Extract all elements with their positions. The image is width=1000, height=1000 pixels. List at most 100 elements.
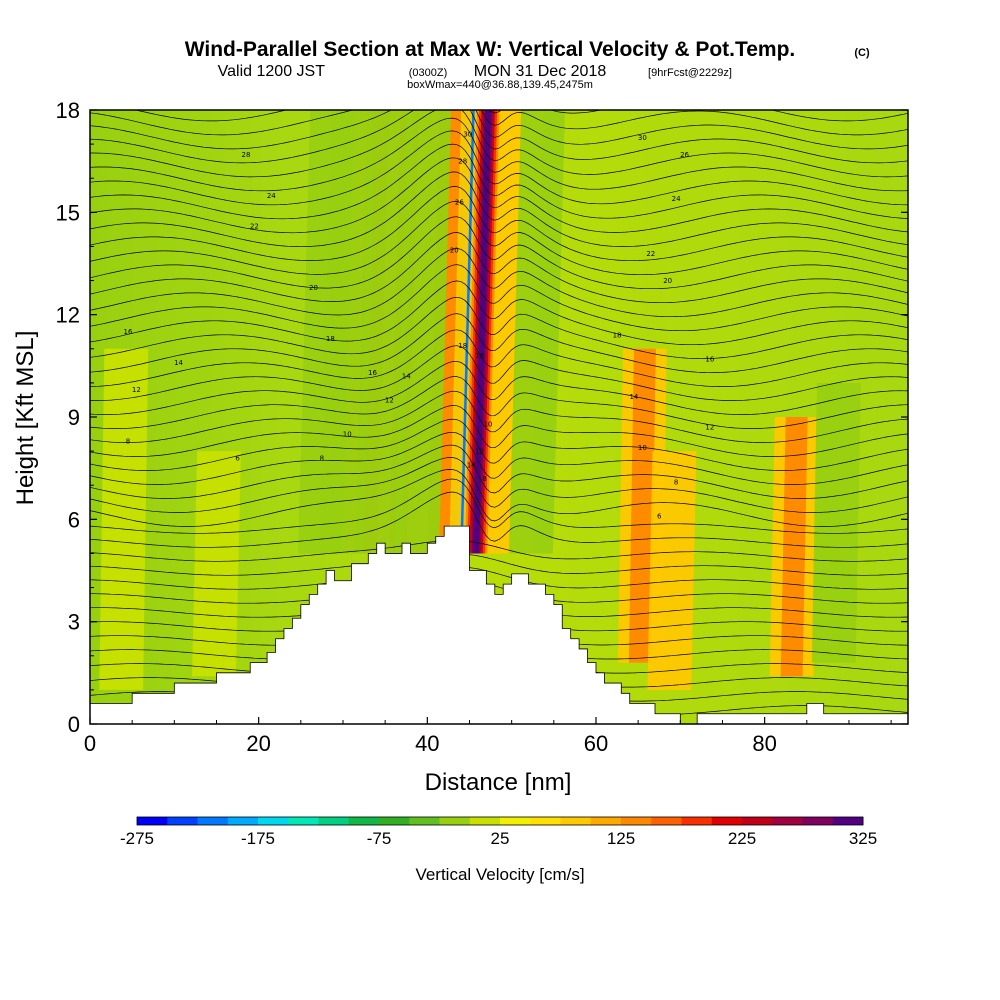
colorbar-swatch xyxy=(167,817,198,825)
theta-contour-label: 16 xyxy=(475,352,484,360)
title-units-tag: (C) xyxy=(854,47,870,59)
theta-contour-line xyxy=(90,469,908,527)
colorbar-tick-label: -175 xyxy=(241,829,275,848)
colorbar-tick-label: 225 xyxy=(728,829,756,848)
svg-text:12: 12 xyxy=(132,386,141,394)
theta-contour-line xyxy=(90,345,908,401)
theta-contour-label: 10 xyxy=(343,431,352,439)
theta-contour-label: 26 xyxy=(455,199,464,207)
svg-text:8: 8 xyxy=(674,478,678,486)
svg-text:10: 10 xyxy=(638,444,647,452)
svg-text:14: 14 xyxy=(467,461,476,469)
colorbar: -275 -175 -75 25 125 225 325 xyxy=(120,816,877,848)
y-tick-label: 0 xyxy=(68,712,80,737)
theta-contour-label: 30 xyxy=(463,130,472,138)
colorbar-swatch xyxy=(802,817,834,825)
velocity-contour-fill xyxy=(99,348,149,690)
theta-contour-label: 30 xyxy=(638,134,647,142)
svg-text:24: 24 xyxy=(672,195,681,203)
colorbar-label: Vertical Velocity [cm/s] xyxy=(415,865,584,884)
colorbar-frame xyxy=(136,816,864,826)
velocity-band xyxy=(192,451,241,677)
theta-contour-label: 14 xyxy=(467,461,476,469)
svg-text:14: 14 xyxy=(629,393,638,401)
theta-contour-label: 8 xyxy=(320,454,324,462)
colorbar-swatch xyxy=(530,817,561,825)
theta-contour-label: 12 xyxy=(705,424,714,432)
theta-contour-line xyxy=(90,360,908,415)
svg-text:10: 10 xyxy=(484,420,493,428)
theta-contour-label: 14 xyxy=(629,393,638,401)
colorbar-swatch xyxy=(832,817,864,825)
valid-time: Valid 1200 JST xyxy=(218,63,326,80)
svg-text:28: 28 xyxy=(458,158,467,166)
velocity-field xyxy=(99,110,861,690)
colorbar-swatch xyxy=(590,817,622,825)
theta-contour-label: 20 xyxy=(450,246,459,254)
y-tick-label: 9 xyxy=(68,405,80,430)
colorbar-tick-label: 25 xyxy=(491,829,510,848)
theta-contour-line xyxy=(90,431,908,485)
colorbar-swatch xyxy=(772,817,803,825)
colorbar-swatch xyxy=(197,817,229,825)
theta-contour-label: 12 xyxy=(385,396,394,404)
y-tick-label: 3 xyxy=(68,610,80,635)
velocity-band xyxy=(298,110,355,554)
theta-contour-line xyxy=(90,491,908,548)
svg-text:28: 28 xyxy=(242,151,251,159)
velocity-contour-fill xyxy=(647,451,697,690)
theta-contour-labels: 28 24 22 20 18 16 14 12 8 6 8 10 12 14 16 30 28 26 20 18 16 1… xyxy=(123,130,714,520)
y-tick-label: 12 xyxy=(56,303,80,328)
svg-text:18: 18 xyxy=(458,342,467,350)
theta-contour-line xyxy=(90,540,908,562)
y-axis: 0 3 6 9 12 15 18 xyxy=(56,98,908,737)
theta-contour-line xyxy=(90,157,908,234)
theta-contour-line xyxy=(90,280,908,346)
theta-contour-label: 8 xyxy=(126,437,130,445)
theta-contour-label: 10 xyxy=(484,420,493,428)
theta-contour-label: 6 xyxy=(657,512,662,520)
colorbar-swatch xyxy=(621,817,652,825)
theta-contour-line xyxy=(90,110,908,164)
colorbar-swatch xyxy=(651,817,682,825)
velocity-contour-fill xyxy=(811,382,861,663)
svg-text:22: 22 xyxy=(646,250,655,258)
colorbar-swatch xyxy=(379,817,410,825)
colorbar-tick-label: 325 xyxy=(849,829,877,848)
theta-contour-label: 6 xyxy=(235,454,240,462)
svg-text:30: 30 xyxy=(463,130,472,138)
velocity-band xyxy=(395,110,452,554)
svg-text:16: 16 xyxy=(123,328,132,336)
svg-text:24: 24 xyxy=(267,192,276,200)
svg-text:14: 14 xyxy=(174,359,183,367)
velocity-contour-fill xyxy=(192,451,241,677)
x-tick-label: 40 xyxy=(415,731,439,756)
svg-text:12: 12 xyxy=(385,396,394,404)
theta-contour-line xyxy=(90,296,908,360)
colorbar-swatch xyxy=(258,817,289,825)
theta-contour-line xyxy=(90,130,908,206)
theta-contour-label: 14 xyxy=(174,359,183,367)
x-axis-label: Distance [nm] xyxy=(425,769,572,796)
velocity-contour-fill xyxy=(298,110,355,554)
y-tick-label: 15 xyxy=(56,200,80,225)
theta-contour-line xyxy=(90,110,908,150)
theta-contour-label: 20 xyxy=(309,284,318,292)
colorbar-swatch xyxy=(681,817,713,825)
svg-text:16: 16 xyxy=(705,356,714,364)
velocity-band xyxy=(647,451,697,690)
x-tick-label: 0 xyxy=(84,731,96,756)
theta-contour-label: 16 xyxy=(368,369,377,377)
colorbar-swatch xyxy=(742,817,773,825)
theta-contour-label: 12 xyxy=(475,448,484,456)
svg-text:10: 10 xyxy=(343,431,352,439)
colorbar-swatch xyxy=(348,817,380,825)
theta-contour-label: 16 xyxy=(123,328,132,336)
theta-contour-label: 18 xyxy=(326,335,335,343)
theta-contour-line xyxy=(134,110,908,122)
svg-text:20: 20 xyxy=(309,284,318,292)
x-axis: 0 20 40 60 80 xyxy=(84,717,892,756)
colorbar-swatch xyxy=(500,817,531,825)
x-tick-label: 80 xyxy=(752,731,776,756)
svg-text:20: 20 xyxy=(450,246,459,254)
